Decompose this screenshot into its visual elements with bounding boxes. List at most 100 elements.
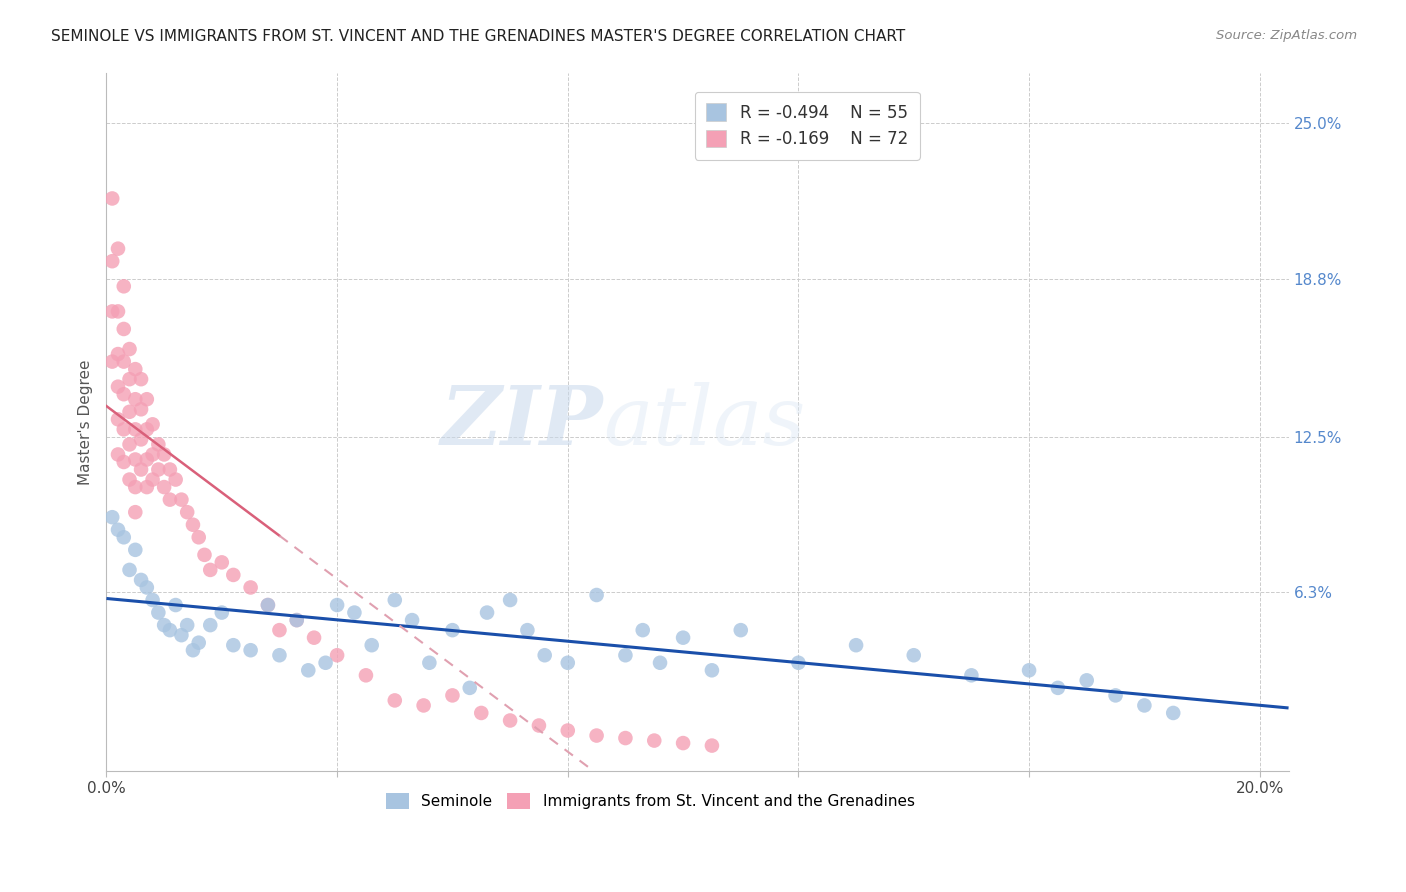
Point xyxy=(135,392,157,407)
Point xyxy=(285,613,308,627)
Point xyxy=(124,542,146,557)
Point xyxy=(107,380,129,394)
Point xyxy=(730,623,752,637)
Point xyxy=(129,573,152,587)
Point xyxy=(499,593,522,607)
Point xyxy=(118,473,141,487)
Point xyxy=(516,623,538,637)
Point xyxy=(135,480,157,494)
Point xyxy=(107,447,129,461)
Point xyxy=(101,510,124,524)
Point xyxy=(187,636,209,650)
Point xyxy=(269,648,291,663)
Point xyxy=(165,598,187,612)
Point xyxy=(176,618,198,632)
Point xyxy=(211,606,233,620)
Point xyxy=(107,347,129,361)
Point xyxy=(176,505,198,519)
Point xyxy=(153,447,176,461)
Point xyxy=(159,462,181,476)
Point xyxy=(585,729,607,743)
Point xyxy=(1161,706,1184,720)
Point xyxy=(124,392,146,407)
Point xyxy=(112,279,135,293)
Point xyxy=(585,588,607,602)
Point xyxy=(135,581,157,595)
Point xyxy=(200,563,222,577)
Point xyxy=(101,254,124,268)
Point xyxy=(222,568,245,582)
Point xyxy=(418,656,440,670)
Point xyxy=(112,422,135,436)
Point xyxy=(285,613,308,627)
Point xyxy=(118,342,141,356)
Point xyxy=(124,362,146,376)
Legend: Seminole, Immigrants from St. Vincent and the Grenadines: Seminole, Immigrants from St. Vincent an… xyxy=(380,787,921,815)
Point xyxy=(153,480,176,494)
Point xyxy=(153,618,176,632)
Point xyxy=(401,613,423,627)
Point xyxy=(787,656,810,670)
Point xyxy=(135,452,157,467)
Point xyxy=(326,648,349,663)
Point xyxy=(614,648,637,663)
Point xyxy=(297,663,319,677)
Point xyxy=(527,718,550,732)
Point xyxy=(326,598,349,612)
Point xyxy=(533,648,555,663)
Point xyxy=(118,563,141,577)
Point xyxy=(222,638,245,652)
Point xyxy=(1018,663,1040,677)
Point xyxy=(239,643,262,657)
Y-axis label: Master's Degree: Master's Degree xyxy=(79,359,93,484)
Point xyxy=(159,623,181,637)
Point xyxy=(200,618,222,632)
Point xyxy=(118,437,141,451)
Point xyxy=(112,455,135,469)
Point xyxy=(107,242,129,256)
Text: atlas: atlas xyxy=(603,382,806,462)
Point xyxy=(1076,673,1098,688)
Point xyxy=(101,304,124,318)
Point xyxy=(124,480,146,494)
Point xyxy=(187,530,209,544)
Point xyxy=(360,638,382,652)
Point xyxy=(142,473,165,487)
Text: SEMINOLE VS IMMIGRANTS FROM ST. VINCENT AND THE GRENADINES MASTER'S DEGREE CORRE: SEMINOLE VS IMMIGRANTS FROM ST. VINCENT … xyxy=(51,29,905,45)
Point xyxy=(672,736,695,750)
Point xyxy=(845,638,868,652)
Point xyxy=(1133,698,1156,713)
Point xyxy=(170,628,193,642)
Point xyxy=(269,623,291,637)
Point xyxy=(165,473,187,487)
Point xyxy=(142,593,165,607)
Point xyxy=(211,555,233,569)
Text: Source: ZipAtlas.com: Source: ZipAtlas.com xyxy=(1216,29,1357,43)
Point xyxy=(107,523,129,537)
Point xyxy=(1104,689,1126,703)
Point xyxy=(315,656,337,670)
Point xyxy=(903,648,925,663)
Point xyxy=(148,437,170,451)
Point xyxy=(101,191,124,205)
Point xyxy=(112,530,135,544)
Point xyxy=(302,631,325,645)
Point xyxy=(142,447,165,461)
Point xyxy=(118,372,141,386)
Point xyxy=(124,422,146,436)
Point xyxy=(700,739,723,753)
Point xyxy=(129,462,152,476)
Point xyxy=(129,402,152,417)
Point xyxy=(112,354,135,368)
Point xyxy=(118,405,141,419)
Point xyxy=(257,598,280,612)
Point xyxy=(181,643,204,657)
Point xyxy=(107,412,129,426)
Point xyxy=(470,706,492,720)
Point xyxy=(148,462,170,476)
Point xyxy=(458,681,481,695)
Point xyxy=(643,733,665,747)
Point xyxy=(557,656,579,670)
Point xyxy=(129,433,152,447)
Point xyxy=(960,668,983,682)
